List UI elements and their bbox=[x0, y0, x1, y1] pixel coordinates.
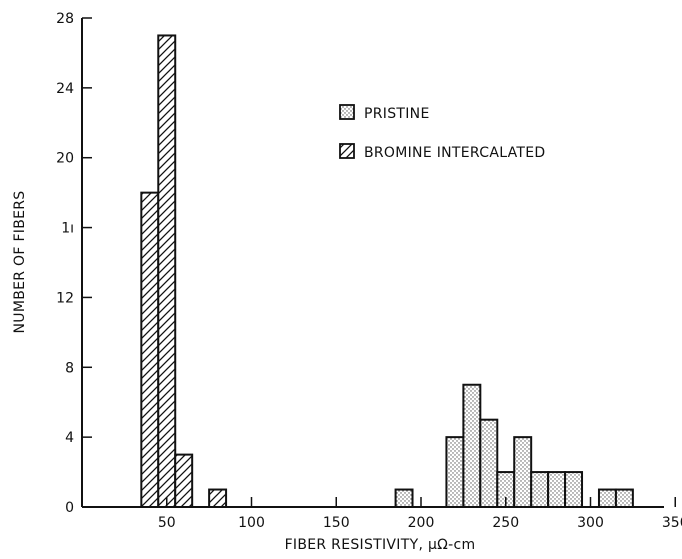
bar-pristine-9 bbox=[597, 488, 617, 508]
y-tick-label: 20 bbox=[56, 151, 74, 167]
bar-pristine-1 bbox=[445, 436, 465, 508]
bar-pristine-6 bbox=[530, 471, 550, 509]
y-axis-ticks: 0 4 8 12 1ı 20 24 28 bbox=[56, 11, 92, 516]
y-tick-label: 24 bbox=[56, 81, 74, 97]
x-axis-ticks: 50 100 150 200 250 300 350 bbox=[158, 497, 682, 531]
y-tick-label: 1ı bbox=[61, 221, 74, 237]
y-tick-label: 28 bbox=[56, 11, 74, 27]
x-tick-label: 150 bbox=[323, 515, 350, 531]
x-tick-label: 250 bbox=[492, 515, 519, 531]
bar-bromine-intercalated-0 bbox=[140, 191, 160, 508]
bar-pristine-5 bbox=[513, 436, 533, 508]
bar-pristine-10 bbox=[614, 488, 634, 508]
bar-pristine-0 bbox=[394, 488, 414, 508]
legend-swatch-pristine bbox=[339, 104, 355, 120]
x-tick-label: 350 bbox=[662, 515, 682, 531]
x-tick-label: 200 bbox=[408, 515, 435, 531]
bar-bromine-intercalated-3 bbox=[208, 488, 228, 508]
x-tick-label: 100 bbox=[238, 515, 265, 531]
legend: PRISTINE BROMINE INTERCALATED bbox=[339, 104, 546, 161]
y-tick-label: 8 bbox=[65, 360, 74, 376]
y-tick-label: 0 bbox=[65, 500, 74, 516]
y-tick-label: 4 bbox=[65, 430, 74, 446]
bar-bromine-intercalated-2 bbox=[174, 453, 194, 509]
x-axis-title: FIBER RESISTIVITY, μΩ-cm bbox=[285, 537, 476, 553]
bar-pristine-3 bbox=[479, 418, 499, 508]
x-tick-label: 300 bbox=[577, 515, 604, 531]
legend-swatch-bromine-intercalated bbox=[339, 143, 355, 159]
bar-pristine-2 bbox=[462, 383, 482, 508]
bar-pristine-8 bbox=[564, 471, 584, 509]
bar-bromine-intercalated-1 bbox=[157, 34, 177, 508]
x-axis: 50 100 150 200 250 300 350 bbox=[82, 497, 682, 531]
legend-label-bromine-intercalated: BROMINE INTERCALATED bbox=[364, 145, 546, 161]
y-axis-title: NUMBER OF FIBERS bbox=[12, 191, 28, 334]
y-tick-label: 12 bbox=[56, 290, 74, 306]
y-axis: 0 4 8 12 1ı 20 24 28 bbox=[56, 11, 92, 516]
legend-label-pristine: PRISTINE bbox=[364, 106, 430, 122]
bar-pristine-7 bbox=[547, 471, 567, 509]
x-tick-label: 50 bbox=[158, 515, 176, 531]
